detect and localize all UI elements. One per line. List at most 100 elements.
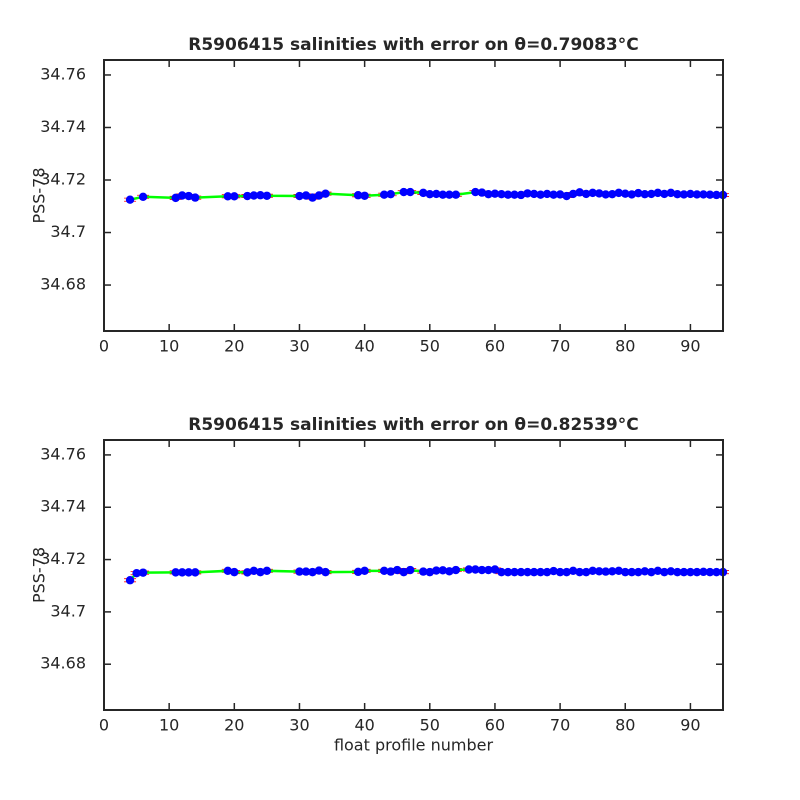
data-point [125,576,135,585]
x-tick-label: 30 [289,716,309,735]
data-point [464,565,474,574]
y-tick-label: 34.76 [40,444,86,463]
data-point [490,565,500,574]
data-point [581,189,591,199]
data-point [471,565,480,574]
data-point [712,567,721,577]
x-tick-label: 80 [615,337,635,356]
data-point [451,190,461,199]
data-point [536,567,545,577]
data-point [608,189,617,199]
plot-frame [103,439,724,711]
data-point [510,567,519,577]
data-point [321,189,330,198]
data-point [184,568,193,577]
x-tick-label: 0 [99,337,109,356]
data-point [171,568,180,577]
x-tick-label: 70 [550,337,570,356]
x-tick-label: 80 [615,716,635,735]
y-tick-label: 34.74 [40,117,86,136]
data-point [516,190,526,200]
y-tick-label: 34.72 [40,549,86,568]
data-point [314,191,324,200]
data-point [542,189,552,199]
data-point [497,189,506,199]
data-point [399,567,408,577]
data-point [230,567,239,577]
data-point [686,189,695,199]
data-point [614,566,623,576]
x-tick-label: 60 [485,716,505,735]
y-axis-label: PSS-78 [30,547,49,603]
x-tick-label: 40 [354,716,374,735]
data-point [595,567,604,576]
data-point [660,189,669,199]
x-tick-label: 30 [289,337,309,356]
data-point [588,566,597,576]
data-point [549,566,558,576]
data-point [627,190,636,199]
data-point [386,189,395,199]
x-tick-label: 20 [224,337,244,356]
x-tick-label: 70 [550,716,570,735]
data-point [640,567,650,576]
data-point [138,192,148,202]
data-point [249,566,259,576]
y-tick-label: 34.7 [50,601,86,620]
data-point [406,565,415,575]
data-point [451,565,461,575]
data-point [379,566,389,576]
data-point [308,567,317,577]
data-point [223,566,232,576]
data-point [568,189,578,199]
data-point [301,567,311,576]
data-point [425,189,434,199]
data-point [653,566,663,576]
data-point [679,190,689,199]
x-tick-label: 90 [680,716,700,735]
x-tick-label: 40 [354,337,374,356]
data-point [393,565,402,575]
data-point [249,191,259,200]
data-point [621,189,630,198]
data-point [471,187,480,197]
data-point [177,568,187,577]
data-point [568,566,578,576]
data-point [191,568,200,577]
data-point [503,567,513,577]
data-point [379,190,389,199]
data-point [575,567,584,577]
data-point [360,191,369,200]
data-point [562,191,571,201]
data-point [621,567,630,577]
data-point [699,567,708,577]
data-point [679,567,689,577]
data-point [191,193,200,202]
data-point [634,567,643,577]
data-point [314,566,324,575]
data-point [308,193,317,202]
data-point [438,566,448,575]
data-point [542,567,552,577]
data-point [516,567,526,577]
data-point [484,565,493,575]
x-tick-label: 60 [485,337,505,356]
data-point [262,191,272,200]
x-tick-label: 50 [420,716,440,735]
data-point [484,189,493,199]
data-point [171,193,180,203]
data-point [184,191,193,201]
data-point [432,566,441,575]
x-tick-label: 20 [224,716,244,735]
data-point [647,189,656,199]
data-point [660,567,669,577]
x-tick-label: 50 [420,337,440,356]
data-point [549,190,558,199]
data-point [673,189,682,199]
chart-title: R5906415 salinities with error on θ=0.79… [188,35,639,55]
data-point [132,568,141,578]
data-point [243,568,252,577]
data-point [692,190,702,199]
data-point [692,567,702,577]
data-point [575,188,584,197]
